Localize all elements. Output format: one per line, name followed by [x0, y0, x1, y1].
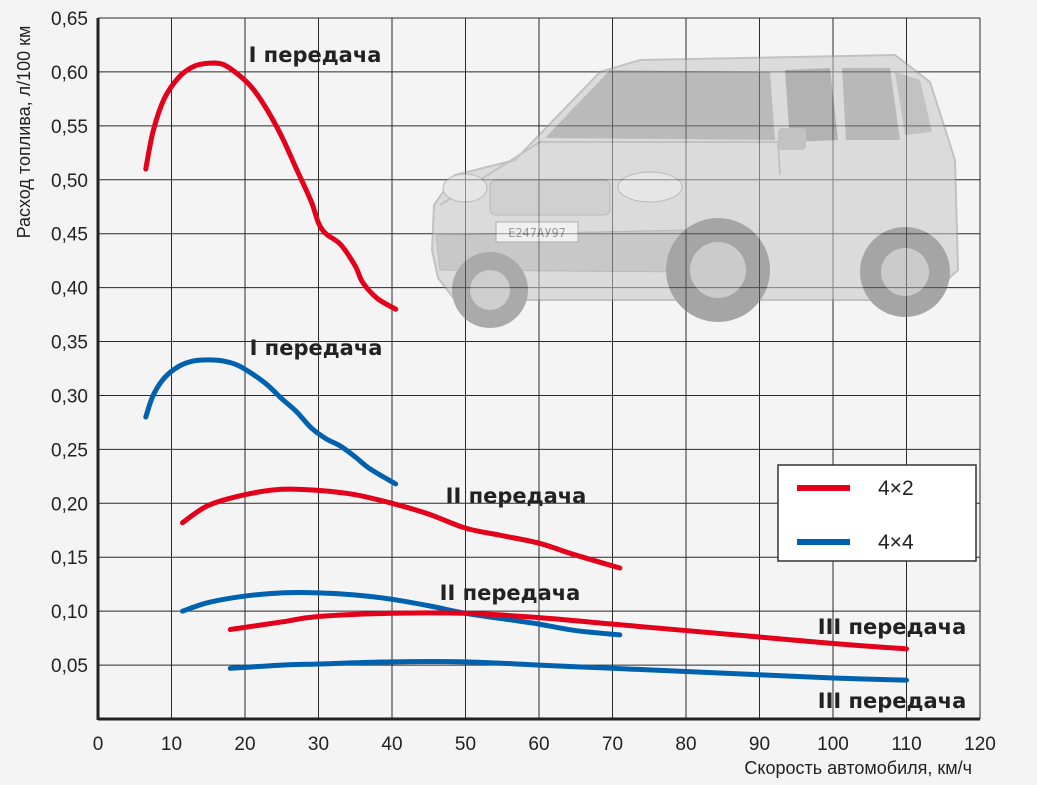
series-line-4x2	[180, 486, 623, 571]
y-tick-label: 0,20	[51, 494, 88, 515]
x-tick-label: 10	[161, 734, 182, 755]
x-tick-label: 30	[308, 734, 329, 755]
series-line-4x2	[227, 610, 909, 652]
axes	[96, 18, 980, 721]
x-tick-label: 110	[891, 734, 921, 755]
gear-annotation: I передача	[250, 336, 383, 360]
x-tick-label: 50	[455, 734, 476, 755]
y-tick-label: 0,15	[51, 548, 88, 569]
x-tick-label: 20	[234, 734, 255, 755]
y-axis-title: Расход топлива, л/100 км	[14, 26, 34, 239]
series-line-4x4	[143, 357, 399, 487]
annotations: I передача I передача II передача II переда…	[249, 43, 967, 713]
x-tick-label: 90	[749, 734, 770, 755]
y-tick-label: 0,50	[51, 171, 88, 192]
gear-annotation: III передача	[818, 615, 967, 639]
x-tick-label: 80	[675, 734, 696, 755]
y-tick-label: 0,45	[51, 225, 88, 246]
y-tick-label: 0,30	[51, 386, 88, 407]
x-tick-label: 40	[381, 734, 402, 755]
gear-annotation: I передача	[249, 43, 382, 67]
y-tick-label: 0,65	[51, 9, 88, 30]
y-tick-label: 0,25	[51, 440, 88, 461]
x-tick-label: 0	[93, 734, 104, 755]
series-group	[143, 60, 909, 683]
legend-label: 4×4	[878, 531, 914, 554]
y-tick-label: 0,35	[51, 333, 88, 354]
plate-text: Е247АУ97	[508, 226, 566, 240]
gear-annotation: II передача	[440, 581, 581, 605]
x-tick-label: 70	[602, 734, 623, 755]
y-tick-label: 0,05	[51, 656, 88, 677]
gear-annotation: II передача	[446, 484, 587, 508]
y-tick-label: 0,55	[51, 117, 88, 138]
series-line-4x4	[180, 589, 623, 638]
legend-label: 4×2	[878, 477, 914, 500]
gear-annotation: III передача	[818, 689, 967, 713]
x-tick-label: 60	[528, 734, 549, 755]
x-tick-label: 120	[964, 734, 996, 755]
x-axis-title: Скорость автомобиля, км/ч	[744, 758, 972, 778]
y-tick-label: 0,10	[51, 602, 88, 623]
x-tick-label: 100	[817, 734, 849, 755]
series-line-4x4	[227, 659, 909, 683]
car-photo: Е247АУ97	[430, 53, 960, 328]
y-tick-labels: 0,05 0,10 0,15 0,20 0,25 0,30 0,35 0,40 0,45 0,50…	[51, 9, 88, 677]
y-tick-label: 0,40	[51, 279, 88, 300]
legend: 4×2 4×4	[777, 464, 977, 562]
series-line-4x2	[143, 60, 399, 312]
y-tick-label: 0,60	[51, 63, 88, 84]
x-tick-labels: 0 10 20 30 40 50 60 70 80 90 100 110 120	[93, 734, 996, 755]
